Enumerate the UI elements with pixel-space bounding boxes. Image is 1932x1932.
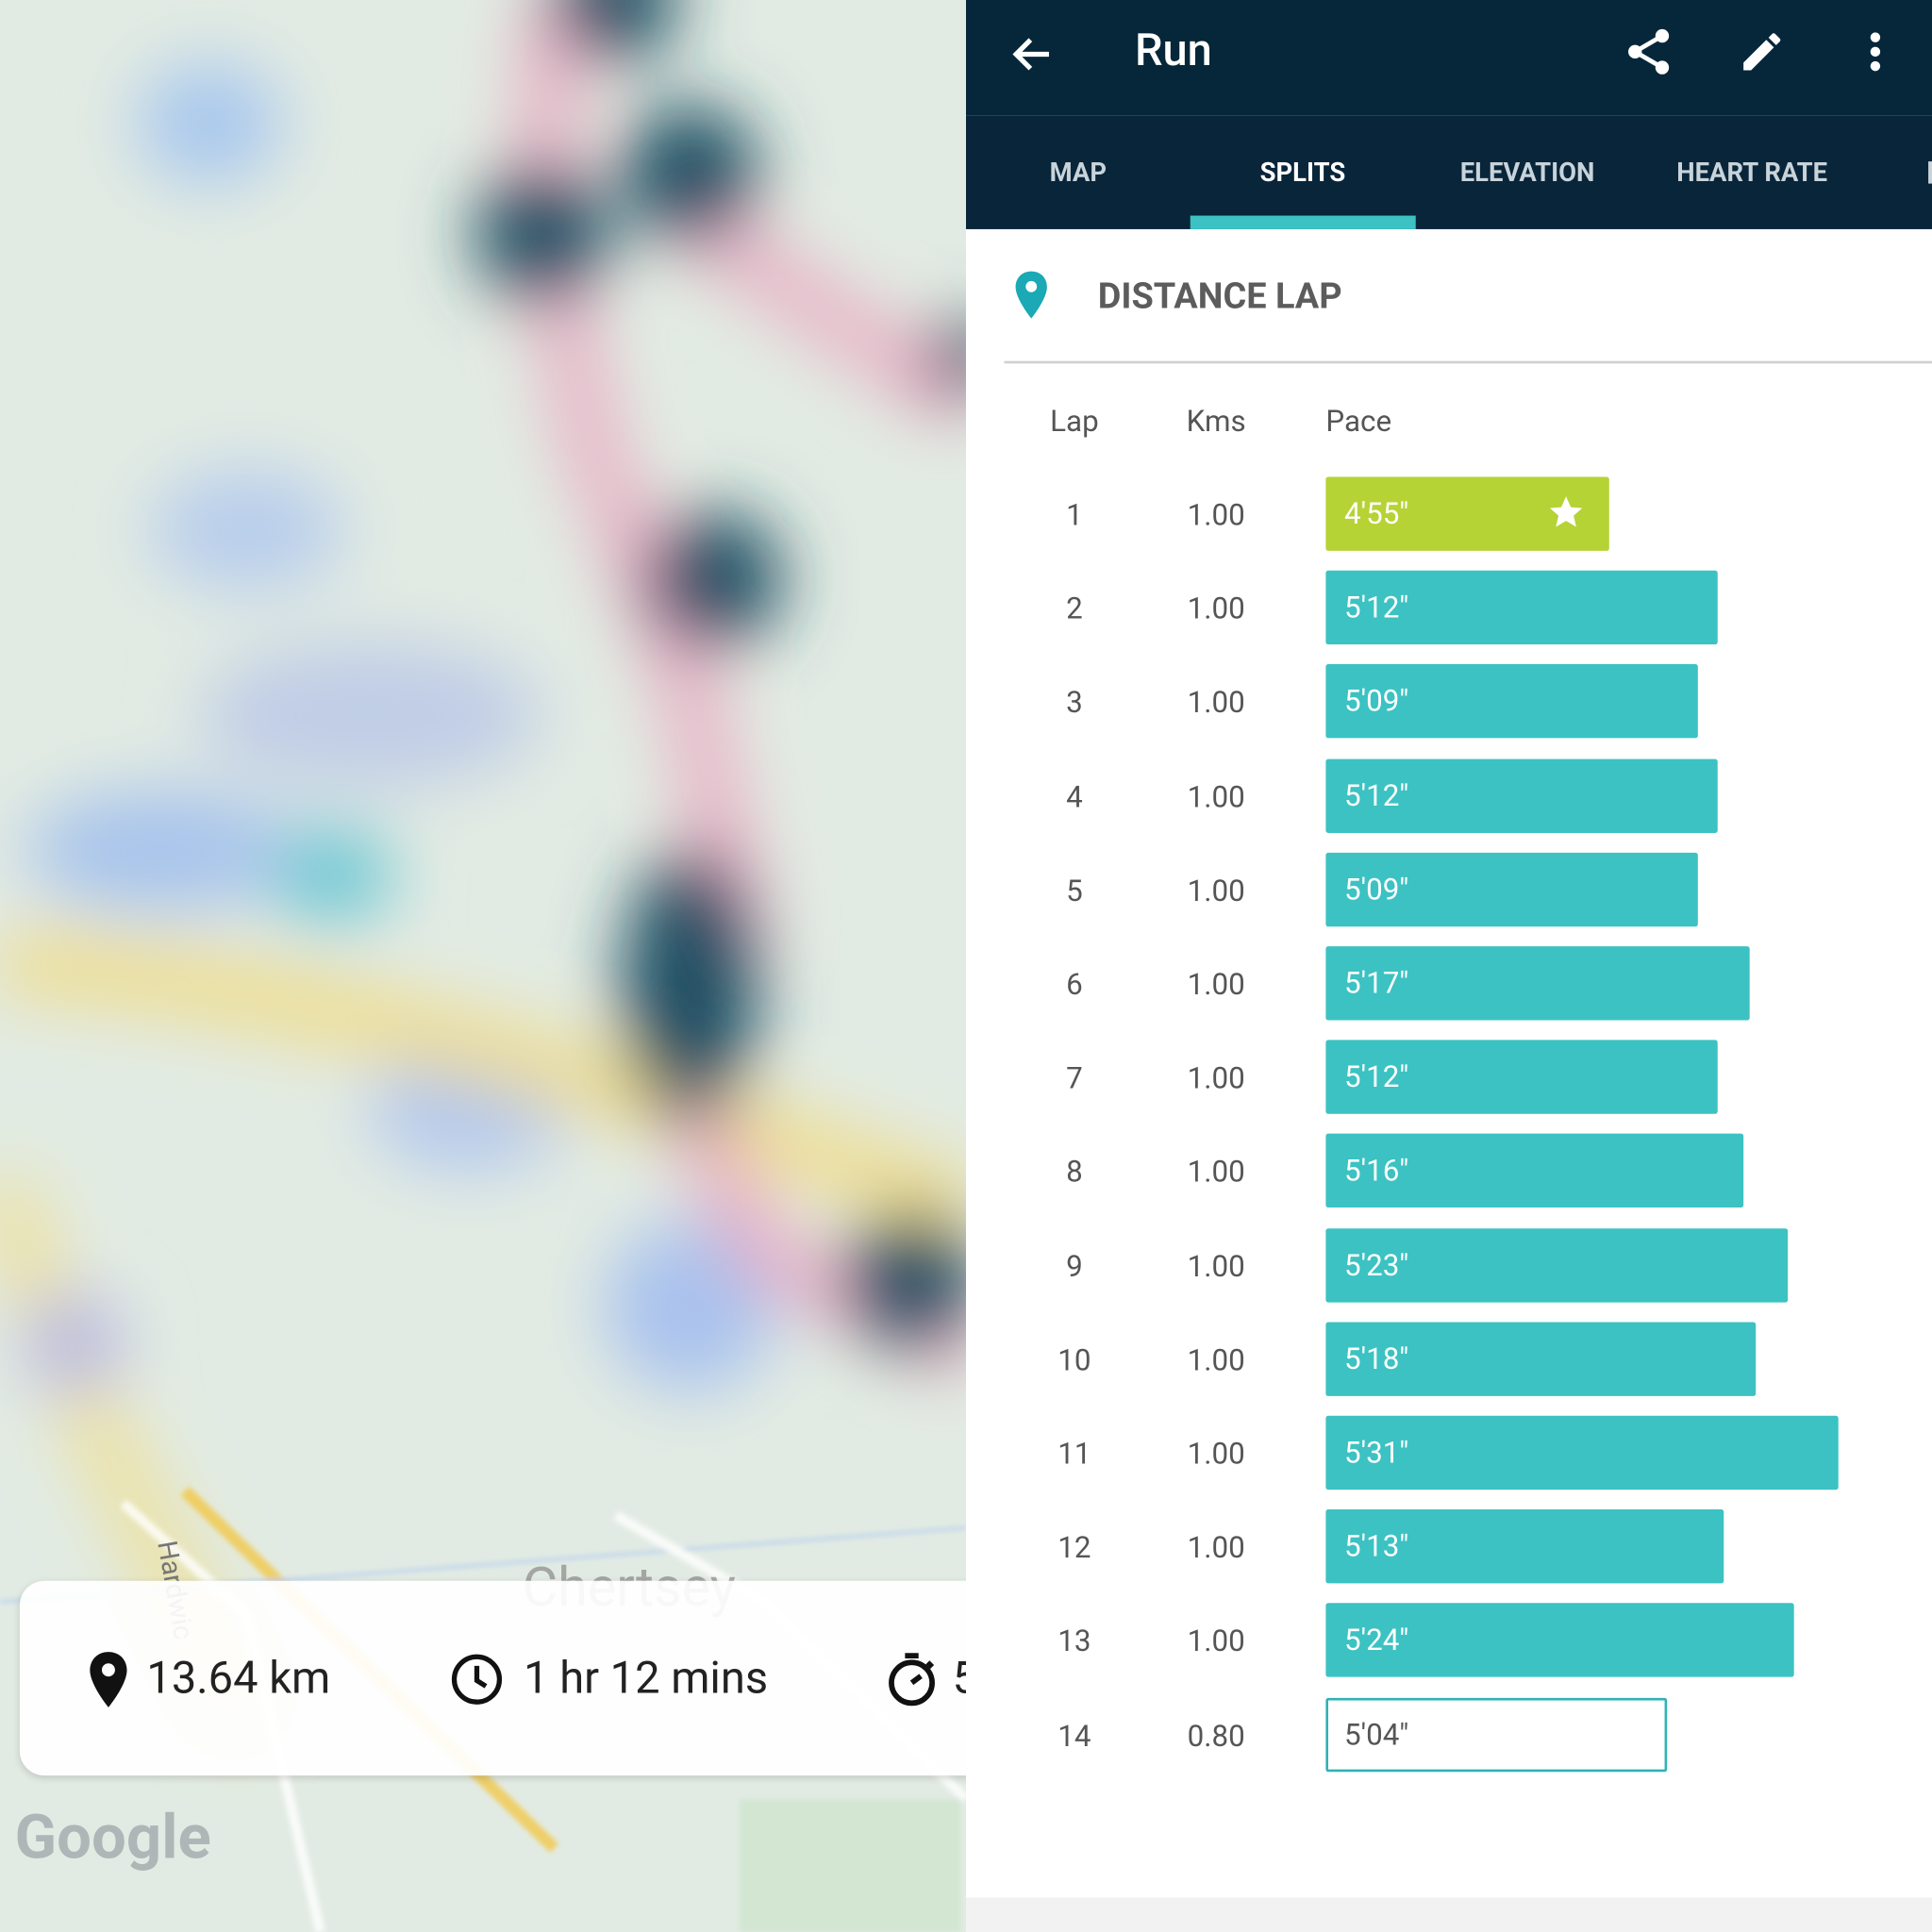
pace-bar: 5'12" [1325,570,1718,645]
edit-button[interactable] [1738,27,1787,76]
tab-bar [965,115,1932,229]
column-header: Lap [1050,404,1099,439]
lap-distance: 1.00 [1187,779,1245,814]
column-header: Kms [1186,404,1246,439]
distance-icon [90,1652,127,1707]
share-button[interactable] [1622,25,1675,78]
title: Run [1134,25,1212,76]
pace-label: 5'04" [1343,1717,1409,1752]
section-icon [1015,271,1047,319]
pace-label: 5'18" [1343,1341,1409,1376]
divider [1004,360,1932,364]
pace-label: 5'09" [1343,684,1409,719]
pace-label: 5'16" [1343,1154,1409,1189]
lap-number: 11 [1058,1436,1091,1472]
pace-bar: 4'55" [1325,476,1609,551]
footer [965,1897,1932,1932]
column-header: Pace [1325,404,1392,439]
tab[interactable]: MAP [1049,158,1108,189]
pace-bar: 5'04" [1325,1697,1667,1772]
lap-distance: 1.00 [1187,1436,1245,1472]
pace-bar: 5'23" [1325,1227,1788,1303]
lap-number: 14 [1058,1718,1091,1754]
pace-label: 5'24" [1343,1623,1409,1658]
splits-panel: Run DISTANCE LAP MAP SPLITS ELEVATION HEART… [965,0,1932,1932]
lap-distance: 1.00 [1187,1624,1245,1659]
tab-indicator [1191,215,1417,229]
lap-number: 13 [1058,1624,1091,1659]
lap-distance: 1.00 [1187,1342,1245,1377]
pace-bar: 5'17" [1325,946,1750,1021]
pace-label: 5'12" [1343,777,1409,813]
lap-distance: 0.80 [1187,1718,1245,1754]
pace-icon [889,1653,935,1707]
tab[interactable]: ELEVATION [1459,158,1595,189]
best-star [1550,496,1583,527]
duration: 1 hr 12 mins [524,1652,769,1705]
back-button[interactable] [1008,29,1057,78]
pace-bar: 5'09" [1325,852,1699,926]
pace-bar: 5'31" [1325,1415,1839,1491]
lap-distance: 1.00 [1187,497,1245,533]
pace: 5 [953,1653,966,1705]
lap-distance: 1.00 [1187,967,1245,1002]
pace-bar: 5'24" [1325,1603,1794,1678]
pace-label: 5'17" [1343,965,1409,1001]
lap-number: 12 [1058,1530,1091,1566]
map-attribution: Google [15,1801,211,1874]
app-bar [965,0,1932,116]
lap-distance: 1.00 [1187,1530,1245,1566]
pace-bar: 5'18" [1325,1322,1757,1396]
map[interactable]: Chertsey Hardwic Google 13.64 km 1 hr 12… [0,0,966,1932]
pace-bar: 5'13" [1325,1509,1724,1584]
lap-number: 1 [1066,497,1083,533]
lap-distance: 1.00 [1187,685,1245,721]
lap-number: 4 [1066,779,1083,814]
lap-number: 10 [1058,1342,1091,1377]
lap-number: 6 [1066,967,1083,1002]
section-title: DISTANCE LAP [1097,275,1342,318]
lap-distance: 1.00 [1187,591,1245,626]
lap-number: 5 [1066,873,1083,908]
lap-number: 2 [1066,591,1083,626]
duration-icon [451,1654,503,1705]
tab[interactable]: HEART RATE [1676,158,1828,189]
pace-bar: 5'12" [1325,1040,1718,1114]
lap-distance: 1.00 [1187,1155,1245,1190]
tab[interactable]: SPLITS [1259,158,1346,189]
stats-card: 13.64 km 1 hr 12 mins 5 [19,1580,966,1776]
pace-bar: 5'12" [1325,758,1718,833]
pace-bar: 5'16" [1325,1134,1743,1208]
pace-label: 5'31" [1343,1435,1409,1471]
lap-number: 9 [1066,1248,1083,1284]
pace-label: 5'12" [1343,590,1409,625]
distance: 13.64 km [146,1652,331,1705]
pace-label: 5'09" [1343,872,1409,908]
pace-label: 4'55" [1343,496,1409,531]
lap-number: 7 [1066,1060,1083,1096]
pace-label: 5'13" [1343,1529,1409,1564]
lap-number: 3 [1066,685,1083,721]
tab-overflow [1928,161,1932,184]
pace-label: 5'12" [1343,1059,1409,1095]
pace-label: 5'23" [1343,1247,1409,1283]
lap-number: 8 [1066,1155,1083,1190]
lap-distance: 1.00 [1187,873,1245,908]
more-button[interactable] [1856,27,1895,76]
pace-bar: 5'09" [1325,664,1699,739]
lap-distance: 1.00 [1187,1060,1245,1096]
lap-distance: 1.00 [1187,1248,1245,1284]
